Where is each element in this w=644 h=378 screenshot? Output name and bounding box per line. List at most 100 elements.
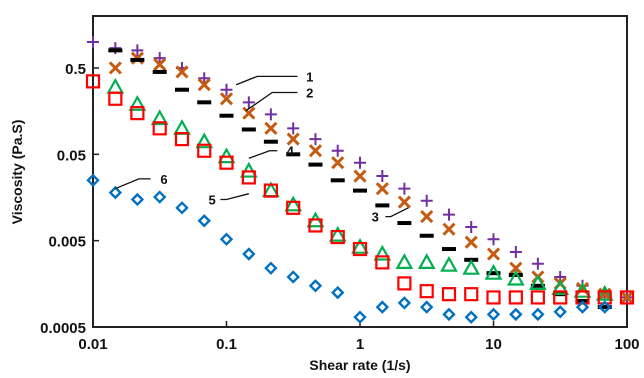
data-point [153, 190, 167, 204]
series-1 [87, 35, 633, 304]
data-point [598, 300, 612, 314]
data-point [130, 106, 145, 121]
data-point [375, 255, 390, 270]
data-point [597, 305, 612, 310]
data-point [397, 195, 411, 209]
data-point [331, 285, 345, 300]
series-3 [108, 48, 612, 310]
data-point [397, 276, 412, 291]
x-tick-label: 10 [485, 336, 502, 353]
data-point [219, 113, 234, 118]
data-point [175, 201, 189, 215]
data-point [264, 261, 278, 275]
x-tick-label: 100 [614, 336, 639, 353]
y-axis-title: Viscosity (Pa.S) [9, 120, 25, 225]
data-point [353, 188, 367, 193]
data-point [397, 221, 412, 226]
data-point [486, 290, 501, 305]
data-point [508, 273, 523, 278]
data-point [242, 106, 256, 120]
data-point [308, 162, 323, 167]
data-point [575, 300, 590, 314]
data-point [530, 283, 545, 288]
y-tick-label: 0.0005 [40, 320, 86, 337]
callouts: 1 2 3 4 5 6 [115, 69, 409, 225]
data-point [619, 290, 635, 305]
data-point [395, 253, 414, 270]
data-point [175, 65, 189, 79]
data-point [308, 144, 323, 158]
data-point [420, 300, 434, 314]
data-point [351, 237, 369, 254]
data-point [442, 307, 456, 322]
data-point [87, 35, 99, 48]
data-point [239, 161, 258, 178]
data-point [130, 57, 145, 62]
data-point [241, 170, 256, 185]
data-point [375, 203, 390, 208]
data-point [108, 61, 122, 75]
data-point [375, 182, 389, 196]
x-axis-title: Shear rate (1/s) [309, 357, 410, 373]
data-point [419, 233, 434, 238]
data-point [464, 235, 478, 249]
data-point [465, 220, 478, 233]
data-point [553, 290, 568, 305]
plot-area-frame [92, 15, 628, 328]
data-point [264, 121, 278, 135]
data-point [131, 44, 144, 57]
data-point [197, 100, 212, 105]
data-point [487, 233, 500, 246]
data-point [509, 245, 522, 258]
data-point [284, 195, 303, 212]
y-tick-label: 0.005 [48, 234, 86, 251]
callout-label: 5 [208, 192, 215, 207]
series-6 [86, 173, 612, 324]
data-point [376, 170, 389, 183]
data-point [85, 74, 101, 89]
callout-3: 3 [372, 207, 409, 225]
data-point [197, 143, 212, 158]
data-point [174, 132, 190, 147]
data-point [286, 132, 300, 146]
data-point [353, 310, 367, 324]
data-point [264, 108, 277, 121]
data-point [531, 307, 545, 322]
data-point [106, 77, 125, 94]
data-point [309, 133, 322, 146]
data-point [353, 169, 367, 183]
callout-leader-line [248, 150, 278, 159]
data-point [441, 287, 457, 302]
callout-label: 2 [306, 86, 313, 101]
data-point [441, 247, 456, 252]
data-point [287, 122, 300, 135]
data-point [308, 279, 323, 293]
x-tick-label: 0.01 [78, 336, 107, 353]
callout-leader-line [245, 91, 298, 112]
data-point [152, 69, 167, 74]
data-point [486, 307, 501, 322]
data-point [219, 232, 234, 246]
x-tick-label: 0.1 [216, 336, 237, 353]
data-point [242, 96, 255, 109]
data-point [551, 279, 570, 295]
data-point [440, 255, 458, 272]
data-point [442, 222, 456, 236]
callout-leader-line [235, 75, 298, 86]
data-point [354, 156, 366, 169]
data-point [462, 258, 481, 275]
y-axis-ticks: 0.0005 0.005 0.05 0.5 [40, 61, 99, 337]
callout-label: 1 [306, 69, 313, 84]
data-point [531, 257, 544, 270]
data-point [464, 310, 478, 324]
data-point [195, 132, 214, 149]
data-point [553, 305, 567, 319]
callout-label: 3 [372, 210, 379, 225]
data-point [153, 52, 166, 65]
data-point [173, 119, 191, 135]
data-point [241, 127, 256, 132]
data-point [420, 194, 433, 207]
data-point [219, 92, 234, 106]
callout-6: 6 [115, 172, 168, 190]
